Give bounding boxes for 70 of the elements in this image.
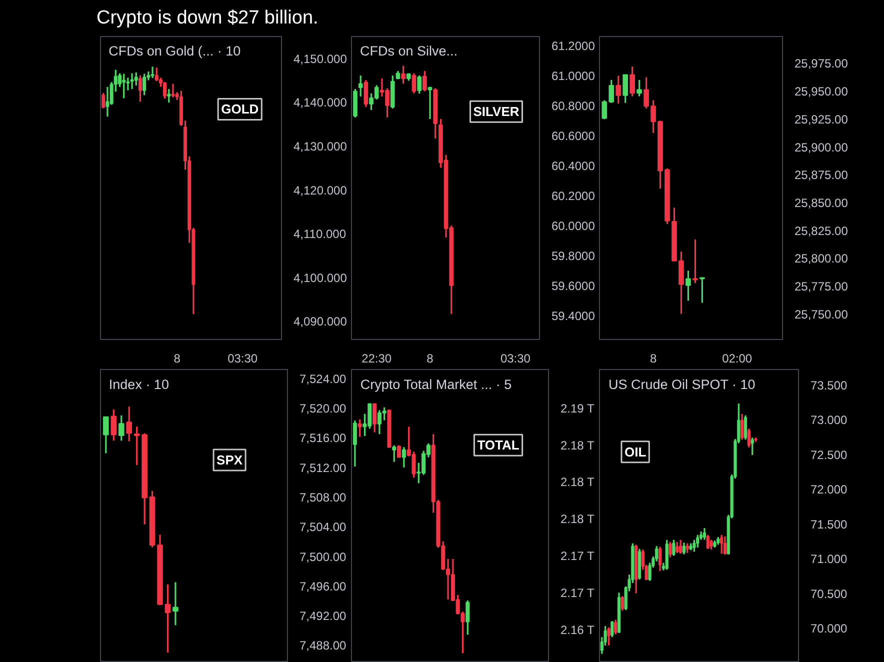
y-tick-label: 60.6000 (552, 129, 596, 143)
y-tick-label: 72.000 (810, 482, 848, 497)
x-tick-label: 02:00 (722, 352, 752, 366)
y-tick-label: 7,512.00 (300, 460, 347, 475)
annotation: SPX (216, 452, 243, 468)
y-tick-label: 60.2000 (552, 189, 596, 203)
y-tick-label: 70.500 (810, 586, 848, 601)
text: Crypto is down $27 billion. (96, 8, 318, 28)
y-tick-label: 2.18 T (560, 475, 595, 490)
annotation: GOLD (221, 102, 259, 117)
y-tick-label: 7,492.00 (300, 609, 347, 624)
y-tick-label: 7,524.00 (300, 372, 347, 386)
y-tick-label: 7,504.00 (300, 520, 347, 534)
y-tick-label: 7,508.00 (300, 490, 347, 504)
y-tick-label: 2.18 T (560, 512, 595, 526)
y-tick-label: 2.16 T (560, 623, 595, 638)
x-tick-label: 8 (174, 352, 181, 366)
y-tick-label: 25,975.00 (794, 56, 848, 71)
y-tick-label: 7,488.00 (300, 638, 347, 653)
y-tick-label: 2.18 T (560, 438, 595, 452)
y-tick-label: 59.6000 (552, 279, 596, 293)
y-tick-label: 73.500 (810, 378, 848, 392)
annotation: TOTAL (477, 438, 520, 453)
y-tick-label: 7,496.00 (300, 579, 347, 594)
annotation: OIL (624, 444, 646, 460)
y-tick-label: 25,750.00 (794, 307, 848, 322)
y-tick-label: 25,775.00 (794, 280, 848, 294)
text: Crypto Total Market ... · 5 (360, 376, 512, 392)
y-tick-label: 2.17 T (560, 549, 595, 564)
y-tick-label: 25,950.00 (794, 84, 848, 99)
y-tick-label: 4,130.000 (294, 139, 348, 154)
y-tick-label: 72.500 (810, 448, 848, 462)
y-tick-label: 4,090.000 (294, 314, 348, 329)
y-tick-label: 60.0000 (552, 219, 596, 233)
y-tick-label: 25,875.00 (794, 168, 848, 182)
y-tick-label: 25,850.00 (794, 196, 848, 210)
annotation: SILVER (473, 104, 520, 120)
x-tick-label: 8 (650, 352, 657, 366)
y-tick-label: 2.17 T (560, 586, 595, 600)
text: CFDs on Gold (... · 10 (108, 44, 241, 59)
y-tick-label: 7,500.00 (300, 550, 347, 564)
y-tick-label: 4,100.000 (294, 270, 348, 285)
x-tick-label: 03:30 (228, 352, 258, 366)
text: Index · 10 (108, 376, 169, 392)
x-tick-label: 8 (426, 352, 434, 366)
y-tick-label: 7,520.00 (300, 402, 347, 416)
text: US Crude Oil SPOT · 10 (608, 376, 756, 392)
y-tick-label: 4,140.000 (294, 96, 348, 110)
y-tick-label: 59.4000 (552, 309, 596, 323)
x-tick-label: 22:30 (362, 352, 392, 366)
y-tick-label: 70.000 (810, 622, 848, 636)
y-tick-label: 25,925.00 (794, 112, 848, 126)
y-tick-label: 73.000 (810, 413, 848, 428)
y-tick-label: 25,800.00 (794, 252, 848, 266)
y-tick-label: 71.000 (810, 552, 848, 566)
y-tick-label: 25,900.00 (794, 140, 848, 154)
y-tick-label: 25,825.00 (794, 224, 848, 238)
y-tick-label: 4,150.000 (294, 52, 348, 66)
y-tick-label: 7,516.00 (300, 431, 347, 446)
y-tick-label: 4,120.000 (294, 183, 348, 198)
y-tick-label: 59.8000 (552, 249, 596, 263)
y-tick-label: 60.8000 (552, 99, 596, 113)
y-tick-label: 71.500 (810, 517, 848, 532)
y-tick-label: 61.0000 (552, 69, 596, 83)
text: CFDs on Silve... (360, 44, 458, 59)
y-tick-label: 2.19 T (560, 401, 595, 416)
y-tick-label: 4,110.000 (294, 227, 346, 242)
y-tick-label: 61.2000 (552, 39, 596, 53)
y-tick-label: 60.4000 (552, 159, 596, 173)
x-tick-label: 03:30 (500, 352, 531, 366)
